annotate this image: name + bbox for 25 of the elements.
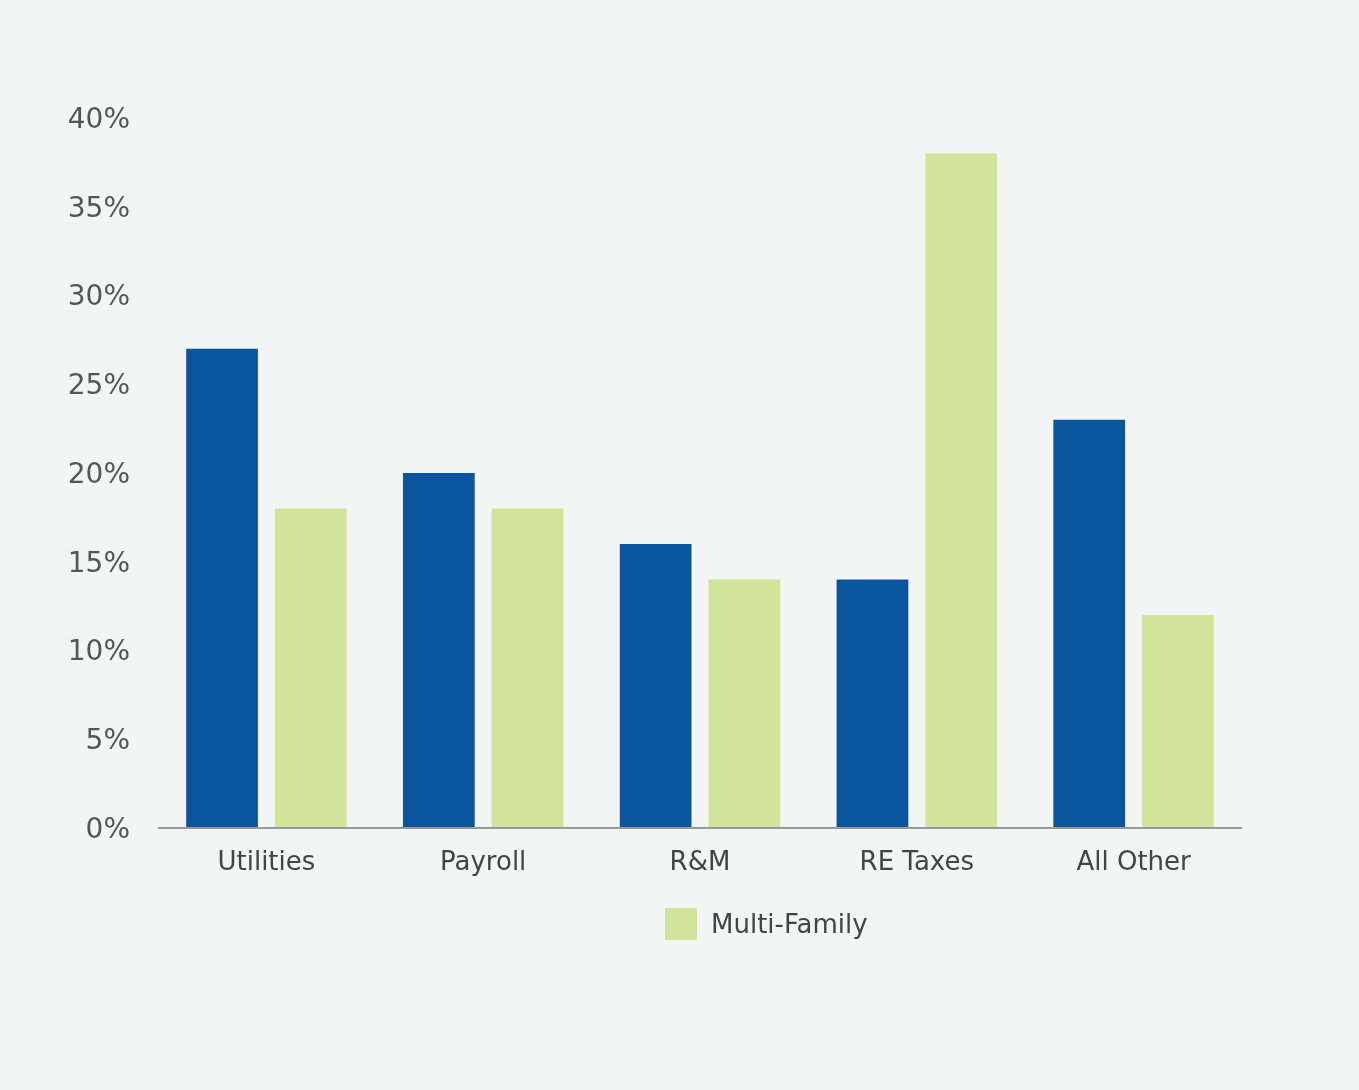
bar: [708, 579, 781, 828]
bar: [1053, 419, 1126, 828]
y-tick-label: 25%: [67, 368, 130, 402]
bar: [491, 508, 564, 828]
bar: [619, 544, 692, 828]
y-tick-label: 20%: [67, 456, 130, 490]
bar: [1142, 615, 1214, 828]
y-tick-label: 15%: [67, 545, 130, 579]
y-tick-label: 35%: [67, 190, 130, 224]
bar: [836, 579, 909, 828]
x-tick-label: RE Taxes: [859, 846, 974, 876]
x-tick-label: Utilities: [217, 846, 316, 876]
x-tick-label: All Other: [1076, 846, 1192, 876]
bar: [402, 473, 475, 828]
bar: [186, 348, 258, 828]
x-tick-label: Payroll: [440, 846, 527, 876]
y-tick-label: 30%: [67, 279, 130, 313]
y-tick-label: 5%: [85, 723, 130, 757]
x-tick-label: R&M: [669, 846, 731, 876]
bar: [274, 508, 347, 828]
y-tick-label: 0%: [85, 811, 130, 845]
bar: [925, 153, 998, 828]
y-tick-label: 40%: [67, 101, 130, 135]
y-tick-label: 10%: [67, 634, 130, 668]
legend-label: Multi-Family: [711, 909, 868, 940]
